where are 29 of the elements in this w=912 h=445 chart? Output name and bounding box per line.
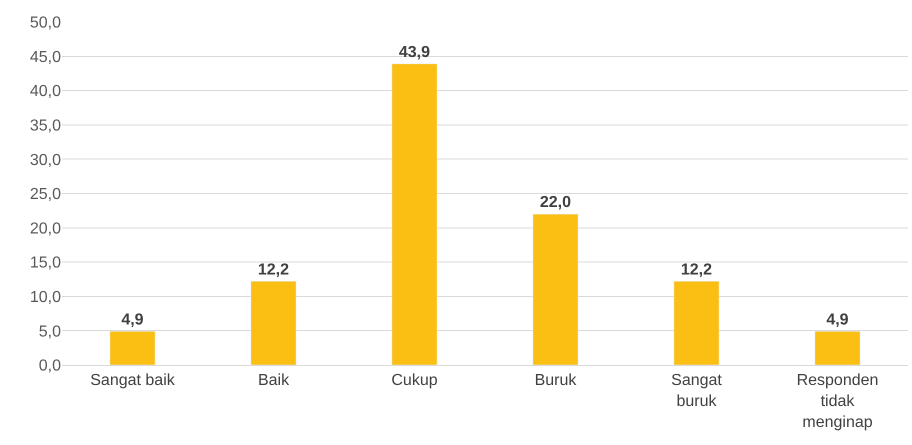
bar: [532, 214, 578, 365]
y-tick-label: 35,0: [30, 118, 62, 134]
y-tick-label: 30,0: [30, 152, 62, 169]
bar: [814, 331, 860, 365]
x-tick-label: Sangat buruk: [671, 372, 722, 410]
y-tick-label: 40,0: [30, 83, 62, 100]
data-label: 12,2: [258, 261, 290, 278]
bar: [674, 281, 720, 365]
x-tick-label: Responden tidak menginap: [796, 372, 878, 431]
bar: [250, 281, 296, 365]
y-tick-label: 10,0: [30, 289, 62, 306]
x-tick-label: Buruk: [534, 372, 578, 390]
y-tick-label: 15,0: [30, 254, 62, 272]
x-tick-label: Sangat baik: [90, 372, 176, 390]
bar: [110, 331, 156, 365]
x-tick-label: Cukup: [391, 372, 438, 390]
data-label: 4,9: [121, 311, 144, 328]
y-tick-label: 45,0: [30, 48, 62, 66]
y-tick-label: 50,0: [30, 14, 62, 32]
y-tick-label: 5,0: [38, 323, 62, 340]
y-tick-label: 25,0: [30, 186, 62, 204]
data-label: 22,0: [540, 194, 572, 212]
data-label: 4,9: [826, 311, 849, 328]
data-label: 43,9: [398, 44, 430, 61]
y-tick-label: 20,0: [30, 220, 62, 238]
x-tick-label: Baik: [258, 372, 290, 390]
y-tick-label: 0,0: [38, 358, 62, 375]
bar: [392, 64, 438, 365]
data-label: 12,2: [680, 261, 712, 278]
